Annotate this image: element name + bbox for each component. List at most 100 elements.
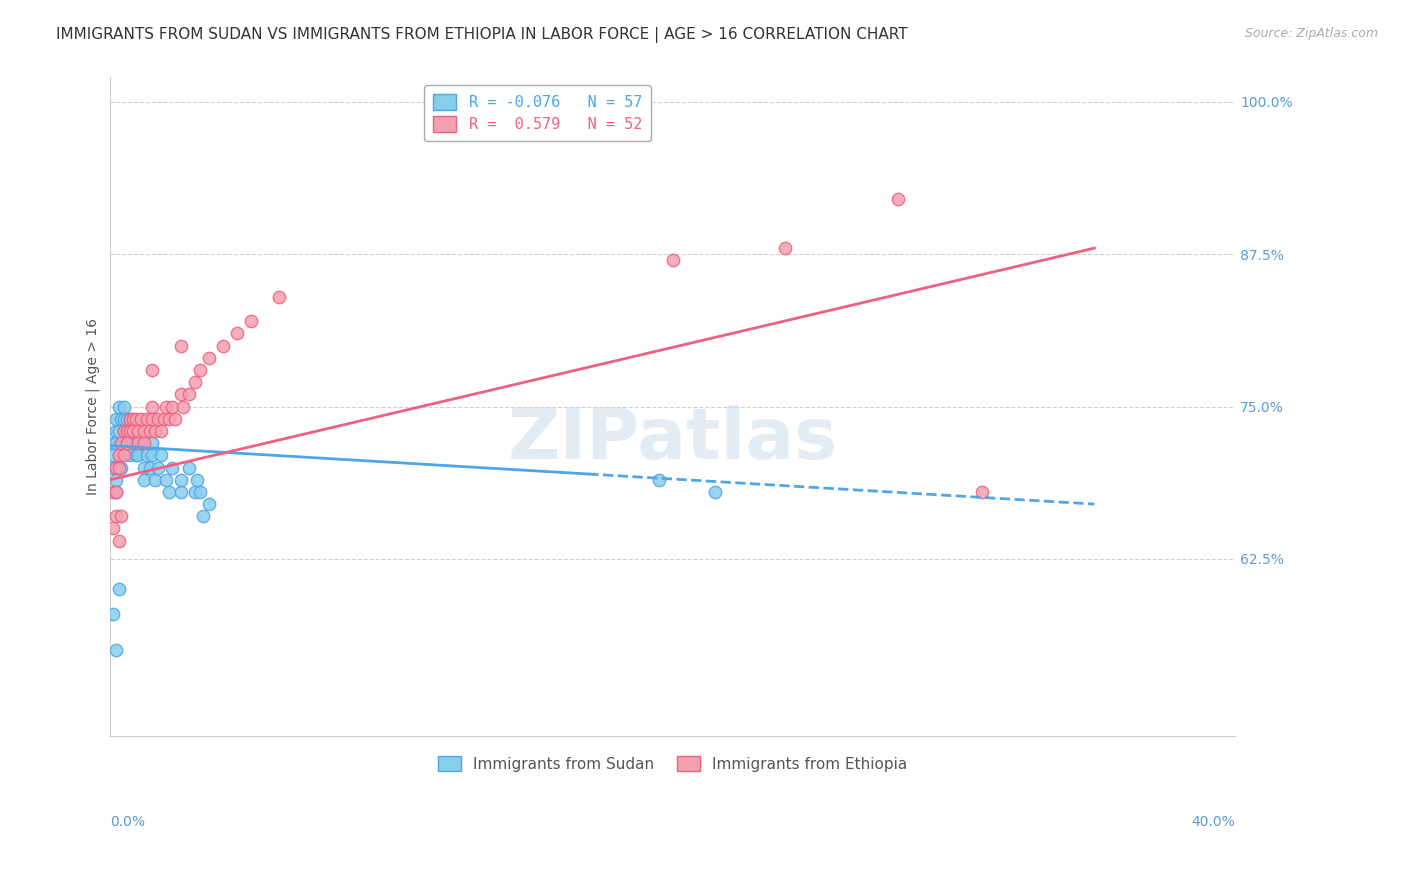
Point bbox=[124, 448, 146, 462]
Point bbox=[107, 424, 129, 438]
Point bbox=[107, 448, 129, 462]
Point bbox=[191, 509, 214, 524]
Point bbox=[152, 411, 174, 425]
Point bbox=[267, 290, 290, 304]
Point bbox=[183, 375, 205, 389]
Point bbox=[211, 338, 233, 352]
Point bbox=[115, 411, 138, 425]
Point bbox=[101, 448, 124, 462]
Point bbox=[143, 424, 166, 438]
Point bbox=[132, 460, 155, 475]
Point bbox=[172, 400, 194, 414]
Point bbox=[104, 484, 127, 499]
Point bbox=[647, 473, 669, 487]
Point bbox=[115, 436, 138, 450]
Y-axis label: In Labor Force | Age > 16: In Labor Force | Age > 16 bbox=[86, 318, 100, 495]
Point bbox=[146, 460, 169, 475]
Point bbox=[104, 424, 127, 438]
Point bbox=[160, 400, 183, 414]
Point bbox=[118, 411, 141, 425]
Point bbox=[129, 411, 152, 425]
Point bbox=[115, 424, 138, 438]
Point bbox=[188, 484, 211, 499]
Point bbox=[112, 411, 135, 425]
Point bbox=[239, 314, 262, 328]
Point bbox=[197, 351, 219, 365]
Point bbox=[163, 411, 186, 425]
Point bbox=[129, 436, 152, 450]
Point bbox=[127, 448, 149, 462]
Point bbox=[132, 436, 155, 450]
Point bbox=[127, 424, 149, 438]
Point bbox=[661, 253, 683, 268]
Point bbox=[773, 241, 796, 255]
Text: IMMIGRANTS FROM SUDAN VS IMMIGRANTS FROM ETHIOPIA IN LABOR FORCE | AGE > 16 CORR: IMMIGRANTS FROM SUDAN VS IMMIGRANTS FROM… bbox=[56, 27, 908, 43]
Point bbox=[138, 424, 160, 438]
Point bbox=[121, 411, 143, 425]
Point bbox=[186, 473, 208, 487]
Point bbox=[101, 484, 124, 499]
Point bbox=[149, 448, 172, 462]
Point bbox=[127, 436, 149, 450]
Point bbox=[107, 460, 129, 475]
Point bbox=[169, 338, 191, 352]
Point bbox=[177, 460, 200, 475]
Text: Source: ZipAtlas.com: Source: ZipAtlas.com bbox=[1244, 27, 1378, 40]
Point bbox=[107, 582, 129, 597]
Point bbox=[104, 436, 127, 450]
Point bbox=[110, 436, 132, 450]
Point bbox=[121, 424, 143, 438]
Point bbox=[197, 497, 219, 511]
Point bbox=[169, 387, 191, 401]
Point bbox=[101, 607, 124, 621]
Point bbox=[112, 436, 135, 450]
Point bbox=[121, 436, 143, 450]
Point bbox=[970, 484, 993, 499]
Point bbox=[115, 424, 138, 438]
Point bbox=[177, 387, 200, 401]
Text: 40.0%: 40.0% bbox=[1191, 815, 1234, 829]
Point bbox=[110, 411, 132, 425]
Text: 0.0%: 0.0% bbox=[110, 815, 145, 829]
Point bbox=[169, 484, 191, 499]
Point bbox=[188, 363, 211, 377]
Point bbox=[157, 411, 180, 425]
Point bbox=[141, 363, 163, 377]
Point bbox=[160, 460, 183, 475]
Point bbox=[104, 473, 127, 487]
Point bbox=[225, 326, 247, 341]
Point bbox=[127, 424, 149, 438]
Point bbox=[110, 460, 132, 475]
Point bbox=[104, 460, 127, 475]
Point bbox=[118, 424, 141, 438]
Point bbox=[118, 411, 141, 425]
Point bbox=[157, 484, 180, 499]
Point bbox=[112, 424, 135, 438]
Point bbox=[121, 424, 143, 438]
Point bbox=[135, 448, 157, 462]
Point bbox=[112, 400, 135, 414]
Point bbox=[149, 424, 172, 438]
Point bbox=[143, 473, 166, 487]
Point bbox=[101, 521, 124, 535]
Point bbox=[155, 400, 177, 414]
Point bbox=[138, 460, 160, 475]
Point bbox=[141, 448, 163, 462]
Point bbox=[118, 424, 141, 438]
Point bbox=[124, 411, 146, 425]
Text: ZIPatlas: ZIPatlas bbox=[508, 405, 838, 474]
Point bbox=[104, 509, 127, 524]
Point bbox=[703, 484, 725, 499]
Point bbox=[104, 643, 127, 657]
Point bbox=[135, 411, 157, 425]
Point bbox=[146, 411, 169, 425]
Point bbox=[104, 411, 127, 425]
Point bbox=[101, 436, 124, 450]
Point bbox=[132, 473, 155, 487]
Point bbox=[169, 473, 191, 487]
Point bbox=[110, 509, 132, 524]
Point bbox=[104, 484, 127, 499]
Point bbox=[155, 473, 177, 487]
Point bbox=[127, 436, 149, 450]
Point bbox=[115, 436, 138, 450]
